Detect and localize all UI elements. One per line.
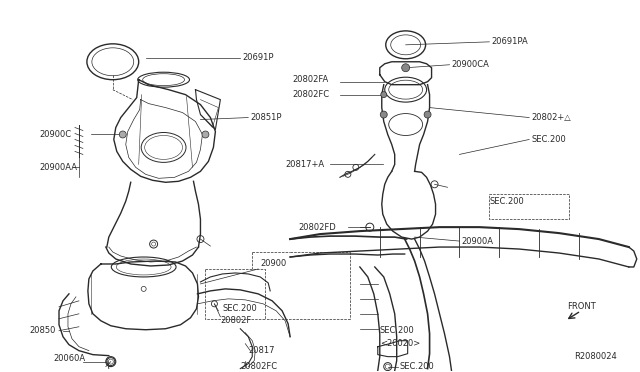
Circle shape bbox=[424, 111, 431, 118]
Circle shape bbox=[119, 131, 126, 138]
Circle shape bbox=[381, 92, 387, 97]
Text: 20851P: 20851P bbox=[250, 113, 282, 122]
Text: 20900CA: 20900CA bbox=[451, 60, 490, 69]
Text: 20802FC: 20802FC bbox=[240, 362, 277, 371]
Text: 20691PA: 20691PA bbox=[492, 37, 528, 46]
Text: 20802FD: 20802FD bbox=[298, 222, 336, 232]
Text: SEC.200: SEC.200 bbox=[531, 135, 566, 144]
Text: <20020>: <20020> bbox=[380, 339, 420, 348]
Text: SEC.200: SEC.200 bbox=[222, 304, 257, 313]
Circle shape bbox=[402, 64, 410, 72]
Text: 20900AA: 20900AA bbox=[39, 163, 77, 172]
Text: 20802FC: 20802FC bbox=[292, 90, 329, 99]
Circle shape bbox=[202, 131, 209, 138]
Text: 20802F: 20802F bbox=[220, 316, 252, 325]
Text: 20060A: 20060A bbox=[53, 354, 85, 363]
Text: 20900C: 20900C bbox=[39, 130, 71, 139]
Text: SEC.200: SEC.200 bbox=[400, 362, 435, 371]
Text: SEC.200: SEC.200 bbox=[490, 197, 524, 206]
Text: 20850: 20850 bbox=[29, 326, 56, 335]
Text: 20900A: 20900A bbox=[461, 237, 493, 246]
Circle shape bbox=[380, 111, 387, 118]
Text: 20802+△: 20802+△ bbox=[531, 113, 571, 122]
Text: 20802FA: 20802FA bbox=[292, 75, 328, 84]
Text: FRONT: FRONT bbox=[567, 302, 596, 311]
Text: R2080024: R2080024 bbox=[574, 352, 617, 361]
Text: 20817: 20817 bbox=[248, 346, 275, 355]
Text: 20691P: 20691P bbox=[243, 53, 274, 62]
Text: SEC.200: SEC.200 bbox=[380, 326, 415, 335]
Text: 20817+A: 20817+A bbox=[285, 160, 324, 169]
Text: 20900: 20900 bbox=[260, 260, 287, 269]
